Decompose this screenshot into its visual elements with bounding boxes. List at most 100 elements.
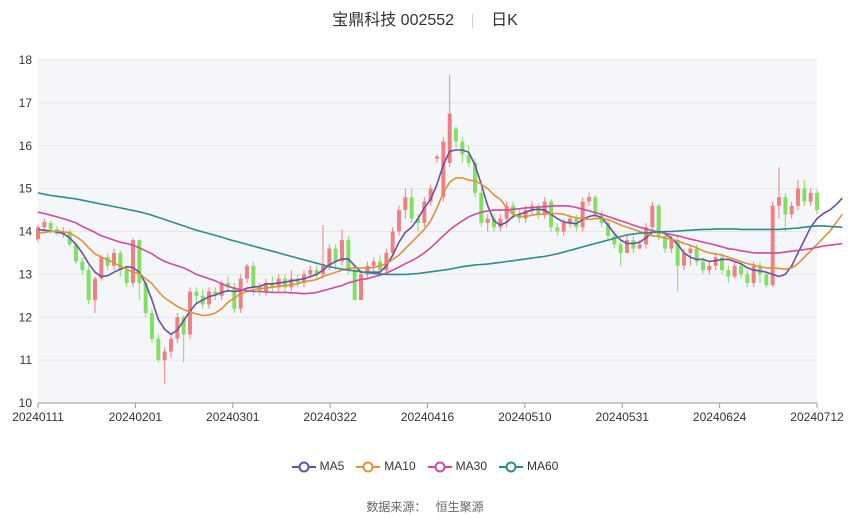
y-tick-label: 10 <box>19 396 33 410</box>
candle-body <box>124 270 129 283</box>
legend-item-ma10[interactable]: MA10 <box>356 458 416 473</box>
legend-marker-icon <box>499 461 524 473</box>
candle-body <box>390 231 395 253</box>
candle-body <box>333 248 338 262</box>
y-tick-label: 16 <box>19 139 33 153</box>
candle-body <box>618 244 623 253</box>
candle-body <box>682 252 686 266</box>
source-value: 恒生聚源 <box>435 500 484 514</box>
candle-body <box>739 265 743 275</box>
candle-body <box>707 265 712 271</box>
ma-line-ma60 <box>37 192 843 276</box>
candle-body <box>365 265 370 275</box>
candle-body <box>454 128 458 142</box>
legend-marker-icon <box>356 461 381 473</box>
candle-body <box>485 218 490 223</box>
candle-body <box>542 201 547 215</box>
candle-body <box>42 222 47 228</box>
candle-body <box>219 282 224 296</box>
candle-body <box>789 205 794 215</box>
legend-label: MA10 <box>384 458 416 473</box>
candle-body <box>796 188 800 206</box>
candle-body <box>245 265 249 279</box>
candle-body <box>650 205 655 228</box>
x-tick-label: 20240624 <box>693 410 747 424</box>
title-separator <box>472 13 474 28</box>
period-label: 日K <box>491 12 518 29</box>
candle-body <box>669 240 674 249</box>
candle-body <box>226 282 230 288</box>
candle-body <box>188 291 192 335</box>
candle-body <box>143 282 148 313</box>
candle-body <box>777 197 781 206</box>
y-tick-label: 18 <box>19 53 33 67</box>
chart-legend: MA5 MA10 MA30 MA60 <box>0 458 850 473</box>
y-tick-label: 11 <box>20 353 33 367</box>
candle-body <box>764 274 769 286</box>
candle-body <box>568 218 572 223</box>
candle-body <box>593 197 598 215</box>
candle-body <box>625 240 629 253</box>
candle-body <box>308 270 313 275</box>
candle-body <box>498 218 503 228</box>
candle-body <box>663 235 667 249</box>
candle-body <box>359 274 363 301</box>
candle-body <box>112 252 116 266</box>
candle-body <box>523 210 528 219</box>
candle-body <box>688 248 693 253</box>
candle-body <box>783 197 788 215</box>
candle-body <box>587 197 591 202</box>
candle-body <box>86 270 91 301</box>
candle-body <box>397 210 401 232</box>
candle-body <box>580 201 585 228</box>
candle-body <box>80 261 85 271</box>
chart-title-bar: 宝鼎科技 002552 日K <box>0 6 850 30</box>
legend-item-ma30[interactable]: MA30 <box>427 458 488 473</box>
candle-body <box>745 274 750 283</box>
candle-body <box>74 244 78 262</box>
candle-body <box>340 240 344 262</box>
candle-body <box>207 291 211 305</box>
candle-body <box>346 240 351 271</box>
x-tick-label: 20240322 <box>303 410 357 424</box>
candle-body <box>435 156 439 159</box>
candle-body <box>536 205 541 215</box>
data-source: 数据来源： 恒生聚源 <box>0 498 850 515</box>
y-tick-label: 14 <box>19 225 33 239</box>
candle-body <box>656 205 661 236</box>
candle-body <box>295 278 300 283</box>
ma-line-ma10 <box>37 177 843 317</box>
candle-body <box>504 205 509 219</box>
candle-body <box>631 240 636 249</box>
candle-body <box>612 235 617 245</box>
candle-body <box>466 154 471 163</box>
legend-label: MA5 <box>319 458 345 473</box>
candle-body <box>701 261 705 271</box>
candle-body <box>606 222 610 236</box>
legend-item-ma60[interactable]: MA60 <box>499 459 558 473</box>
candle-body <box>403 197 408 211</box>
candle-body <box>732 265 737 277</box>
ma-line-ma30 <box>37 205 843 295</box>
candle-body <box>283 278 287 288</box>
candle-body <box>726 270 731 277</box>
candle-body <box>428 188 433 202</box>
legend-item-ma5[interactable]: MA5 <box>291 458 345 473</box>
candle-body <box>460 141 465 155</box>
candle-body <box>175 317 180 339</box>
legend-label: MA30 <box>455 458 488 473</box>
candle-body <box>181 317 186 335</box>
candle-body <box>720 257 724 271</box>
candle-body <box>758 265 762 275</box>
ma-line-ma5 <box>37 149 843 336</box>
candle-body <box>150 312 154 339</box>
x-tick-label: 20240111 <box>12 410 64 424</box>
candle-body <box>213 291 218 296</box>
candle-body <box>118 252 123 271</box>
candle-body <box>713 257 718 266</box>
candle-body <box>422 201 427 223</box>
candle-body <box>511 205 515 215</box>
candle-body <box>371 261 376 266</box>
y-tick-label: 13 <box>19 267 33 281</box>
candle-body <box>93 278 97 301</box>
